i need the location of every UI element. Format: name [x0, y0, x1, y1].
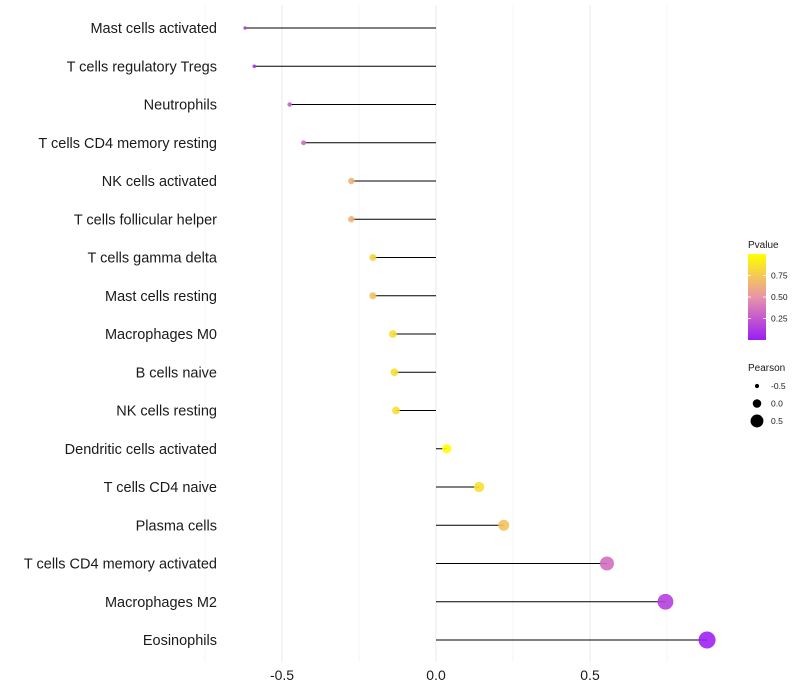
pearson-size-key — [752, 399, 762, 408]
lollipop-dot — [657, 593, 674, 610]
dot-layer — [243, 26, 716, 649]
category-label: Mast cells resting — [105, 289, 217, 305]
lollipop-dot — [442, 444, 452, 454]
lollipop-dot — [390, 368, 399, 377]
category-label: Neutrophils — [144, 98, 217, 114]
pvalue-tick-label: 0.75 — [771, 271, 788, 281]
lollipop-dot — [389, 330, 397, 338]
category-label: T cells follicular helper — [74, 212, 217, 228]
category-label: T cells gamma delta — [88, 251, 218, 267]
x-tick-label: 0.5 — [580, 667, 600, 683]
pearson-size-key — [754, 383, 760, 389]
pearson-size-label: 0.0 — [771, 399, 783, 409]
lollipop-dot — [392, 406, 400, 415]
pvalue-legend-title: Pvalue — [748, 240, 779, 251]
pvalue-tick-label: 0.25 — [771, 314, 788, 324]
category-label: Mast cells activated — [90, 21, 217, 37]
category-label: NK cells activated — [102, 174, 217, 190]
lollipop-dot — [348, 216, 355, 223]
category-label: Plasma cells — [136, 518, 217, 534]
pvalue-colorbar — [748, 254, 766, 340]
x-axis-ticks: -0.5 0.0 0.5 — [270, 667, 600, 683]
pvalue-legend-ticks: 0.75 0.50 0.25 — [748, 271, 788, 324]
lollipop-dot — [301, 140, 307, 146]
category-label: T cells CD4 memory resting — [38, 136, 217, 152]
category-label: T cells regulatory Tregs — [67, 59, 217, 75]
category-label: Eosinophils — [143, 633, 217, 649]
lollipop-dot — [287, 102, 293, 107]
pearson-legend-keys: -0.5 0.0 0.5 — [750, 381, 786, 428]
x-tick-label: -0.5 — [270, 667, 294, 683]
lollipop-dot — [498, 519, 510, 531]
pearson-size-label: 0.5 — [771, 416, 783, 426]
pearson-size-label: -0.5 — [771, 381, 786, 391]
grid-layer — [204, 5, 668, 662]
pearson-legend-title: Pearson — [748, 363, 785, 374]
category-label: Macrophages M2 — [105, 595, 217, 611]
category-labels: Mast cells activated T cells regulatory T… — [24, 21, 218, 649]
category-label: B cells naive — [136, 365, 217, 381]
pearson-legend: Pearson -0.5 0.0 0.5 — [748, 363, 786, 428]
stem-layer — [245, 27, 708, 641]
lollipop-dot — [369, 253, 377, 262]
category-label: T cells CD4 memory activated — [24, 557, 217, 573]
lollipop-dot — [243, 26, 247, 30]
category-label: NK cells resting — [116, 404, 217, 420]
category-label: T cells CD4 naive — [104, 480, 217, 496]
lollipop-dot — [599, 556, 614, 571]
lollipop-dot — [348, 177, 355, 185]
pvalue-legend: Pvalue 0.75 0.50 0.25 — [748, 240, 788, 340]
category-label: Macrophages M0 — [105, 327, 217, 343]
lollipop-dot — [369, 292, 377, 300]
pvalue-tick-label: 0.50 — [771, 292, 788, 302]
category-label: Dendritic cells activated — [65, 442, 217, 458]
lollipop-dot — [252, 64, 257, 69]
x-tick-label: 0.0 — [426, 667, 446, 683]
lollipop-dot — [698, 631, 716, 649]
pearson-size-key — [750, 414, 764, 428]
lollipop-dot — [473, 481, 485, 493]
